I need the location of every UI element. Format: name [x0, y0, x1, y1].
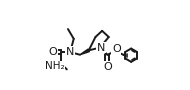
Text: O: O [103, 62, 112, 72]
Text: NH₂: NH₂ [45, 61, 64, 71]
Text: O: O [48, 47, 57, 57]
Polygon shape [80, 49, 89, 55]
Text: N: N [66, 47, 74, 57]
Text: N: N [97, 43, 105, 53]
Text: O: O [112, 44, 121, 54]
